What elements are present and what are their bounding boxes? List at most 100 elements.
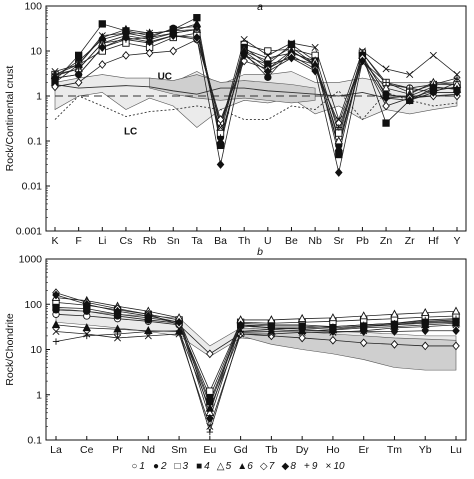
a-point-s10-U — [264, 51, 272, 59]
a-point-s10-Zn — [382, 65, 390, 73]
b-point-s5-Yb — [420, 307, 430, 316]
b-series-line-8 — [55, 294, 456, 420]
a-point-s7-Ba — [216, 115, 225, 124]
a-xtick-label-Nb: Nb — [308, 235, 322, 247]
a-point-s8-K — [51, 73, 59, 83]
b-ytick-label: 10 — [30, 344, 42, 356]
b-point-s9-La — [52, 338, 60, 345]
legend-marker-filled-triangle-icon: ▲ — [237, 461, 248, 472]
b-point-s7-Lu — [452, 341, 460, 351]
a-point-s10-F — [75, 61, 83, 69]
a-xtick-label-Zr: Zr — [405, 235, 415, 247]
a-point-s9-Ba — [217, 134, 224, 141]
a-point-s9-Th — [240, 52, 248, 59]
a-series-line-7 — [54, 38, 457, 125]
a-point-s9-Sr — [335, 124, 342, 131]
b-point-s10-Eu — [206, 422, 214, 430]
b-point-s10-Er — [360, 327, 368, 335]
b-point-s9-Lu — [452, 315, 460, 322]
a-xtick-label-Ta: Ta — [191, 235, 202, 247]
a-point-s10-Cs — [122, 29, 130, 37]
b-point-s9-Yb — [422, 316, 429, 324]
legend-label: 1 — [139, 461, 145, 472]
a-xtick-label-Pb: Pb — [356, 235, 369, 247]
a-point-s10-Hf — [429, 51, 437, 59]
b-xtick-label-Yb: Yb — [419, 444, 432, 456]
legend-label: 9 — [311, 461, 318, 472]
a-point-s9-K — [51, 71, 59, 78]
legend-marker-plus-icon: + — [303, 461, 310, 472]
b-ylabel: Rock/Chondrite — [4, 313, 16, 386]
a-point-s7-F — [74, 78, 83, 87]
b-point-s10-Lu — [452, 321, 460, 329]
a-point-s10-Sr — [335, 116, 343, 124]
b-point-s7-Yb — [421, 341, 430, 351]
a-point-s8-F — [74, 70, 83, 79]
legend-item-8: ◆8 — [280, 461, 295, 472]
b-ytick-label: 0.1 — [27, 435, 42, 447]
a-series-line-8 — [54, 35, 457, 173]
b-ytick-label: 1 — [36, 389, 42, 401]
a-series-line-4 — [54, 17, 457, 155]
b-xtick-label-Er: Er — [358, 444, 369, 456]
b-series-line-6 — [55, 322, 457, 410]
b-point-s10-Ce — [83, 330, 91, 338]
legend-label: 2 — [160, 461, 167, 472]
a-ytick-label: 100 — [24, 1, 42, 13]
b-xtick-label-Tb: Tb — [265, 444, 277, 456]
b-series-line-7 — [55, 292, 456, 355]
a-point-s3-Sr — [335, 129, 343, 137]
a-xtick-label-Y: Y — [453, 235, 460, 247]
a-point-s9-U — [264, 61, 272, 68]
legend-item-2: ● 2 — [151, 461, 167, 472]
a-point-s7-Sn — [169, 46, 178, 56]
b-xtick-label-La: La — [50, 444, 62, 456]
a-xtick-label-Sr: Sr — [334, 235, 345, 247]
a-reference-line-uc — [54, 84, 458, 99]
legend: ○ 1 ● 2 □ 3 ■ 4 △5 ▲6 ◇7 ◆8 +9 × 10 — [0, 461, 474, 477]
b-xtick-label-Ce: Ce — [80, 444, 94, 456]
a-ytick-label: 10 — [30, 46, 42, 58]
b-point-s8-Ce — [82, 299, 91, 309]
legend-item-5: △5 — [216, 461, 231, 472]
legend-item-9: +9 — [302, 461, 318, 472]
a-point-s9-Zn — [382, 79, 390, 86]
b-range-band-2 — [240, 327, 457, 371]
b-point-s8-Yb — [421, 326, 430, 336]
legend-item-4: ■ 4 — [194, 461, 210, 472]
b-series-line-4 — [55, 307, 457, 403]
a-ytick-label: 0.01 — [22, 181, 43, 193]
b-point-s9-Pr — [114, 330, 121, 338]
a-point-s4-Zn — [382, 119, 390, 127]
a-point-s7-Rb — [145, 48, 154, 58]
b-xtick-label-Tm: Tm — [387, 444, 402, 456]
b-ytick-label: 100 — [24, 299, 42, 311]
b-xtick-label-Ho: Ho — [326, 444, 340, 456]
b-point-s5-Tm — [390, 309, 399, 318]
b-point-s9-Nd — [145, 328, 152, 335]
legend-marker-filled-circle-icon: ● — [152, 461, 159, 472]
b-point-s7-Ho — [329, 335, 337, 345]
legend-marker-filled-diamond-icon: ◆ — [281, 461, 290, 472]
b-series-line-5 — [55, 297, 457, 415]
a-ytick-label: 0.1 — [27, 136, 42, 148]
a-point-s10-Pb — [358, 47, 366, 55]
legend-item-6: ▲6 — [237, 461, 253, 472]
b-xtick-label-Nd: Nd — [142, 444, 156, 456]
a-point-s9-Cs — [122, 36, 130, 43]
a-point-s10-Th — [240, 35, 248, 44]
a-point-s9-Be — [288, 54, 295, 62]
a-xtick-label-Cs: Cs — [120, 235, 133, 247]
b-point-s9-Dy — [298, 324, 306, 332]
a-point-s9-Zr — [406, 84, 413, 92]
a-point-s10-Zr — [406, 71, 414, 79]
a-xtick-label-Sn: Sn — [167, 235, 180, 247]
b-point-s10-Nd — [144, 332, 152, 340]
a-xtick-label-K: K — [51, 235, 58, 247]
b-point-s7-Eu — [206, 349, 214, 359]
legend-item-1: ○ 1 — [129, 461, 145, 472]
b-point-s5-Dy — [297, 313, 307, 322]
a-xtick-label-F: F — [75, 235, 81, 247]
legend-item-10: × 10 — [323, 461, 345, 472]
